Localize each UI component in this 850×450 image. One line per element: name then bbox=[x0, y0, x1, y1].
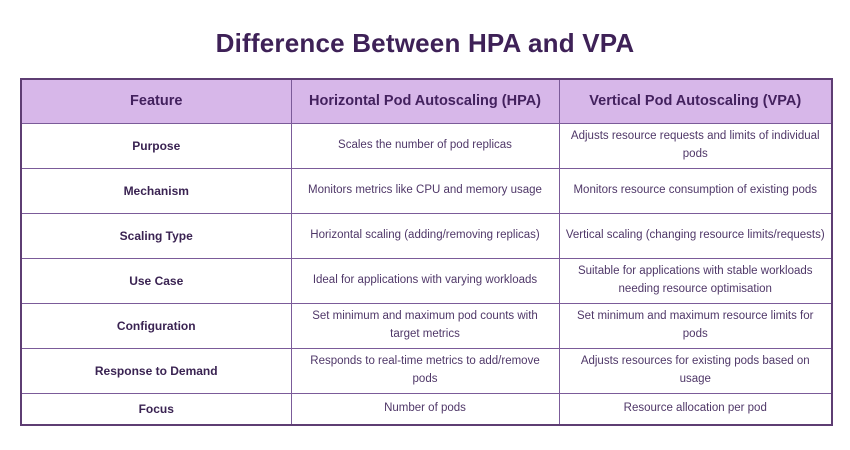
vpa-cell: Vertical scaling (changing resource limi… bbox=[558, 212, 833, 259]
header-cell-feature: Feature bbox=[20, 78, 292, 124]
table-row: Scaling Type Horizontal scaling (adding/… bbox=[20, 212, 833, 259]
table-row: Mechanism Monitors metrics like CPU and … bbox=[20, 167, 833, 214]
hpa-cell: Ideal for applications with varying work… bbox=[290, 257, 560, 304]
hpa-cell: Scales the number of pod replicas bbox=[290, 122, 560, 169]
feature-cell: Response to Demand bbox=[20, 347, 292, 394]
header-cell-hpa: Horizontal Pod Autoscaling (HPA) bbox=[290, 78, 560, 124]
vpa-cell: Monitors resource consumption of existin… bbox=[558, 167, 833, 214]
hpa-cell: Responds to real-time metrics to add/rem… bbox=[290, 347, 560, 394]
table-row: Configuration Set minimum and maximum po… bbox=[20, 302, 833, 349]
feature-cell: Scaling Type bbox=[20, 212, 292, 259]
feature-cell: Focus bbox=[20, 392, 292, 426]
table-row: Purpose Scales the number of pod replica… bbox=[20, 122, 833, 169]
table-row: Response to Demand Responds to real-time… bbox=[20, 347, 833, 394]
hpa-cell: Number of pods bbox=[290, 392, 560, 426]
vpa-cell: Set minimum and maximum resource limits … bbox=[558, 302, 833, 349]
hpa-cell: Set minimum and maximum pod counts with … bbox=[290, 302, 560, 349]
header-cell-vpa: Vertical Pod Autoscaling (VPA) bbox=[558, 78, 833, 124]
feature-cell: Mechanism bbox=[20, 167, 292, 214]
table-row: Focus Number of pods Resource allocation… bbox=[20, 392, 833, 426]
feature-cell: Configuration bbox=[20, 302, 292, 349]
vpa-cell: Resource allocation per pod bbox=[558, 392, 833, 426]
page-title: Difference Between HPA and VPA bbox=[215, 28, 635, 58]
feature-cell: Purpose bbox=[20, 122, 292, 169]
comparison-table: Feature Horizontal Pod Autoscaling (HPA)… bbox=[20, 78, 833, 426]
header-row: Feature Horizontal Pod Autoscaling (HPA)… bbox=[20, 78, 833, 124]
feature-cell: Use Case bbox=[20, 257, 292, 304]
hpa-cell: Horizontal scaling (adding/removing repl… bbox=[290, 212, 560, 259]
vpa-cell: Suitable for applications with stable wo… bbox=[558, 257, 833, 304]
table-row: Use Case Ideal for applications with var… bbox=[20, 257, 833, 304]
hpa-cell: Monitors metrics like CPU and memory usa… bbox=[290, 167, 560, 214]
vpa-cell: Adjusts resources for existing pods base… bbox=[558, 347, 833, 394]
vpa-cell: Adjusts resource requests and limits of … bbox=[558, 122, 833, 169]
